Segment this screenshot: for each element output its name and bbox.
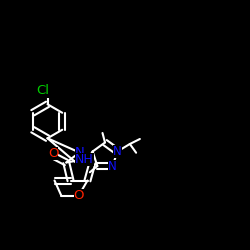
Text: O: O xyxy=(74,189,84,202)
Text: N: N xyxy=(74,146,85,159)
Text: O: O xyxy=(48,147,58,160)
Text: N: N xyxy=(108,160,117,172)
Text: NH: NH xyxy=(75,153,94,166)
Text: N: N xyxy=(113,145,122,158)
Text: Cl: Cl xyxy=(36,84,50,98)
